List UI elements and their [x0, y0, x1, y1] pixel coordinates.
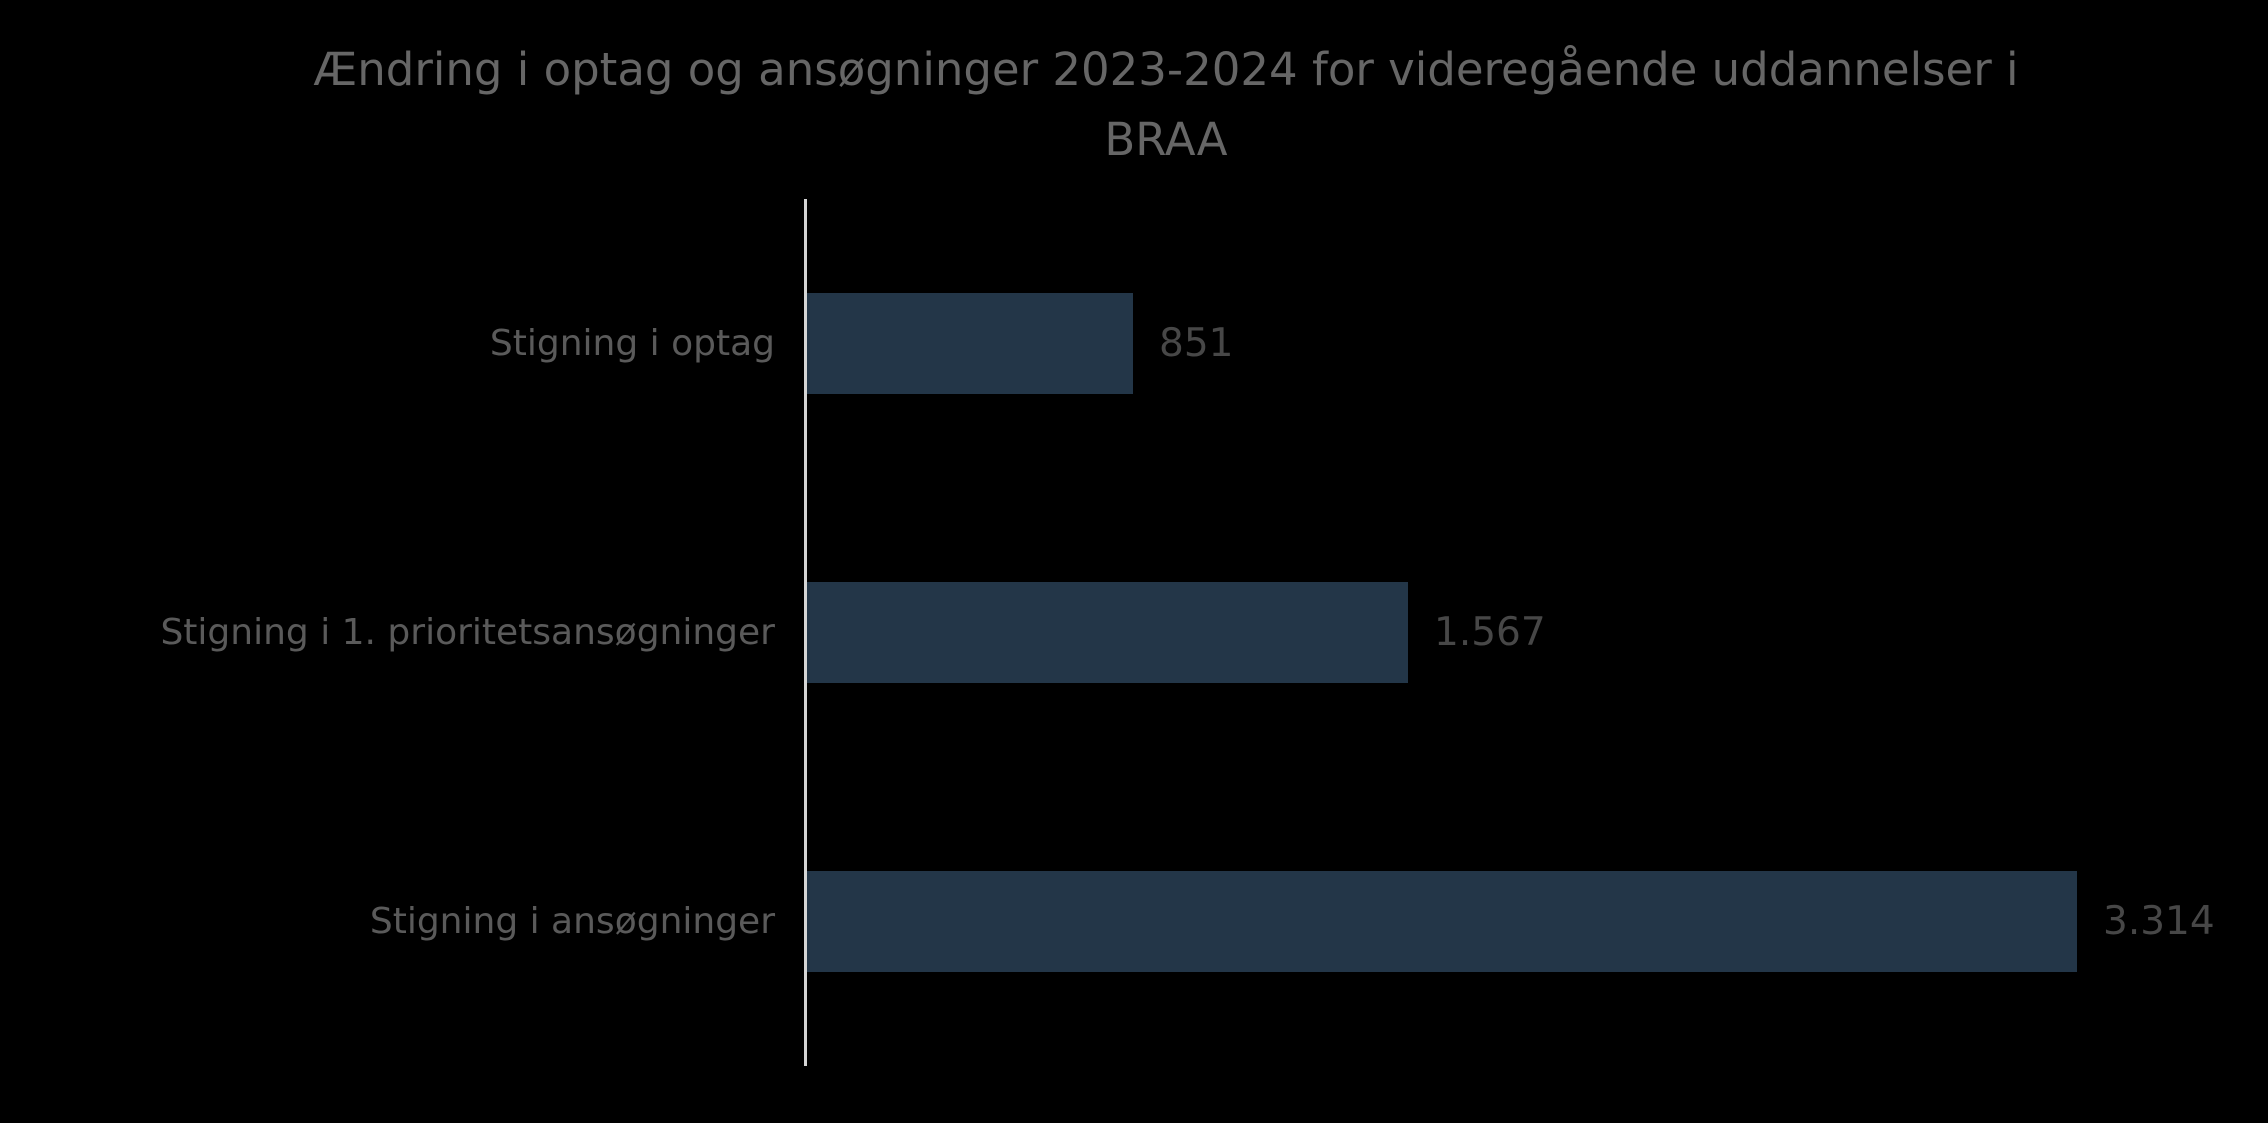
chart-row: Stigning i 1. prioritetsansøgninger 1.567 [0, 488, 2268, 777]
bar [807, 582, 1408, 683]
chart-title-line1: Ændring i optag og ansøgninger 2023-2024… [313, 43, 2019, 96]
category-label: Stigning i ansøgninger [369, 901, 775, 942]
bar [807, 293, 1133, 394]
y-axis-line [804, 199, 807, 1066]
value-label: 3.314 [2103, 899, 2215, 944]
bar [807, 871, 2077, 972]
value-label: 851 [1159, 321, 1234, 366]
chart-row: Stigning i optag 851 [0, 199, 2268, 488]
chart-title-line2: BRAA [1104, 113, 1228, 166]
chart-row: Stigning i ansøgninger 3.314 [0, 777, 2268, 1066]
category-label: Stigning i 1. prioritetsansøgninger [160, 612, 775, 653]
value-label: 1.567 [1434, 610, 1546, 655]
category-label: Stigning i optag [489, 323, 775, 364]
chart-title: Ændring i optag og ansøgninger 2023-2024… [64, 35, 2268, 175]
